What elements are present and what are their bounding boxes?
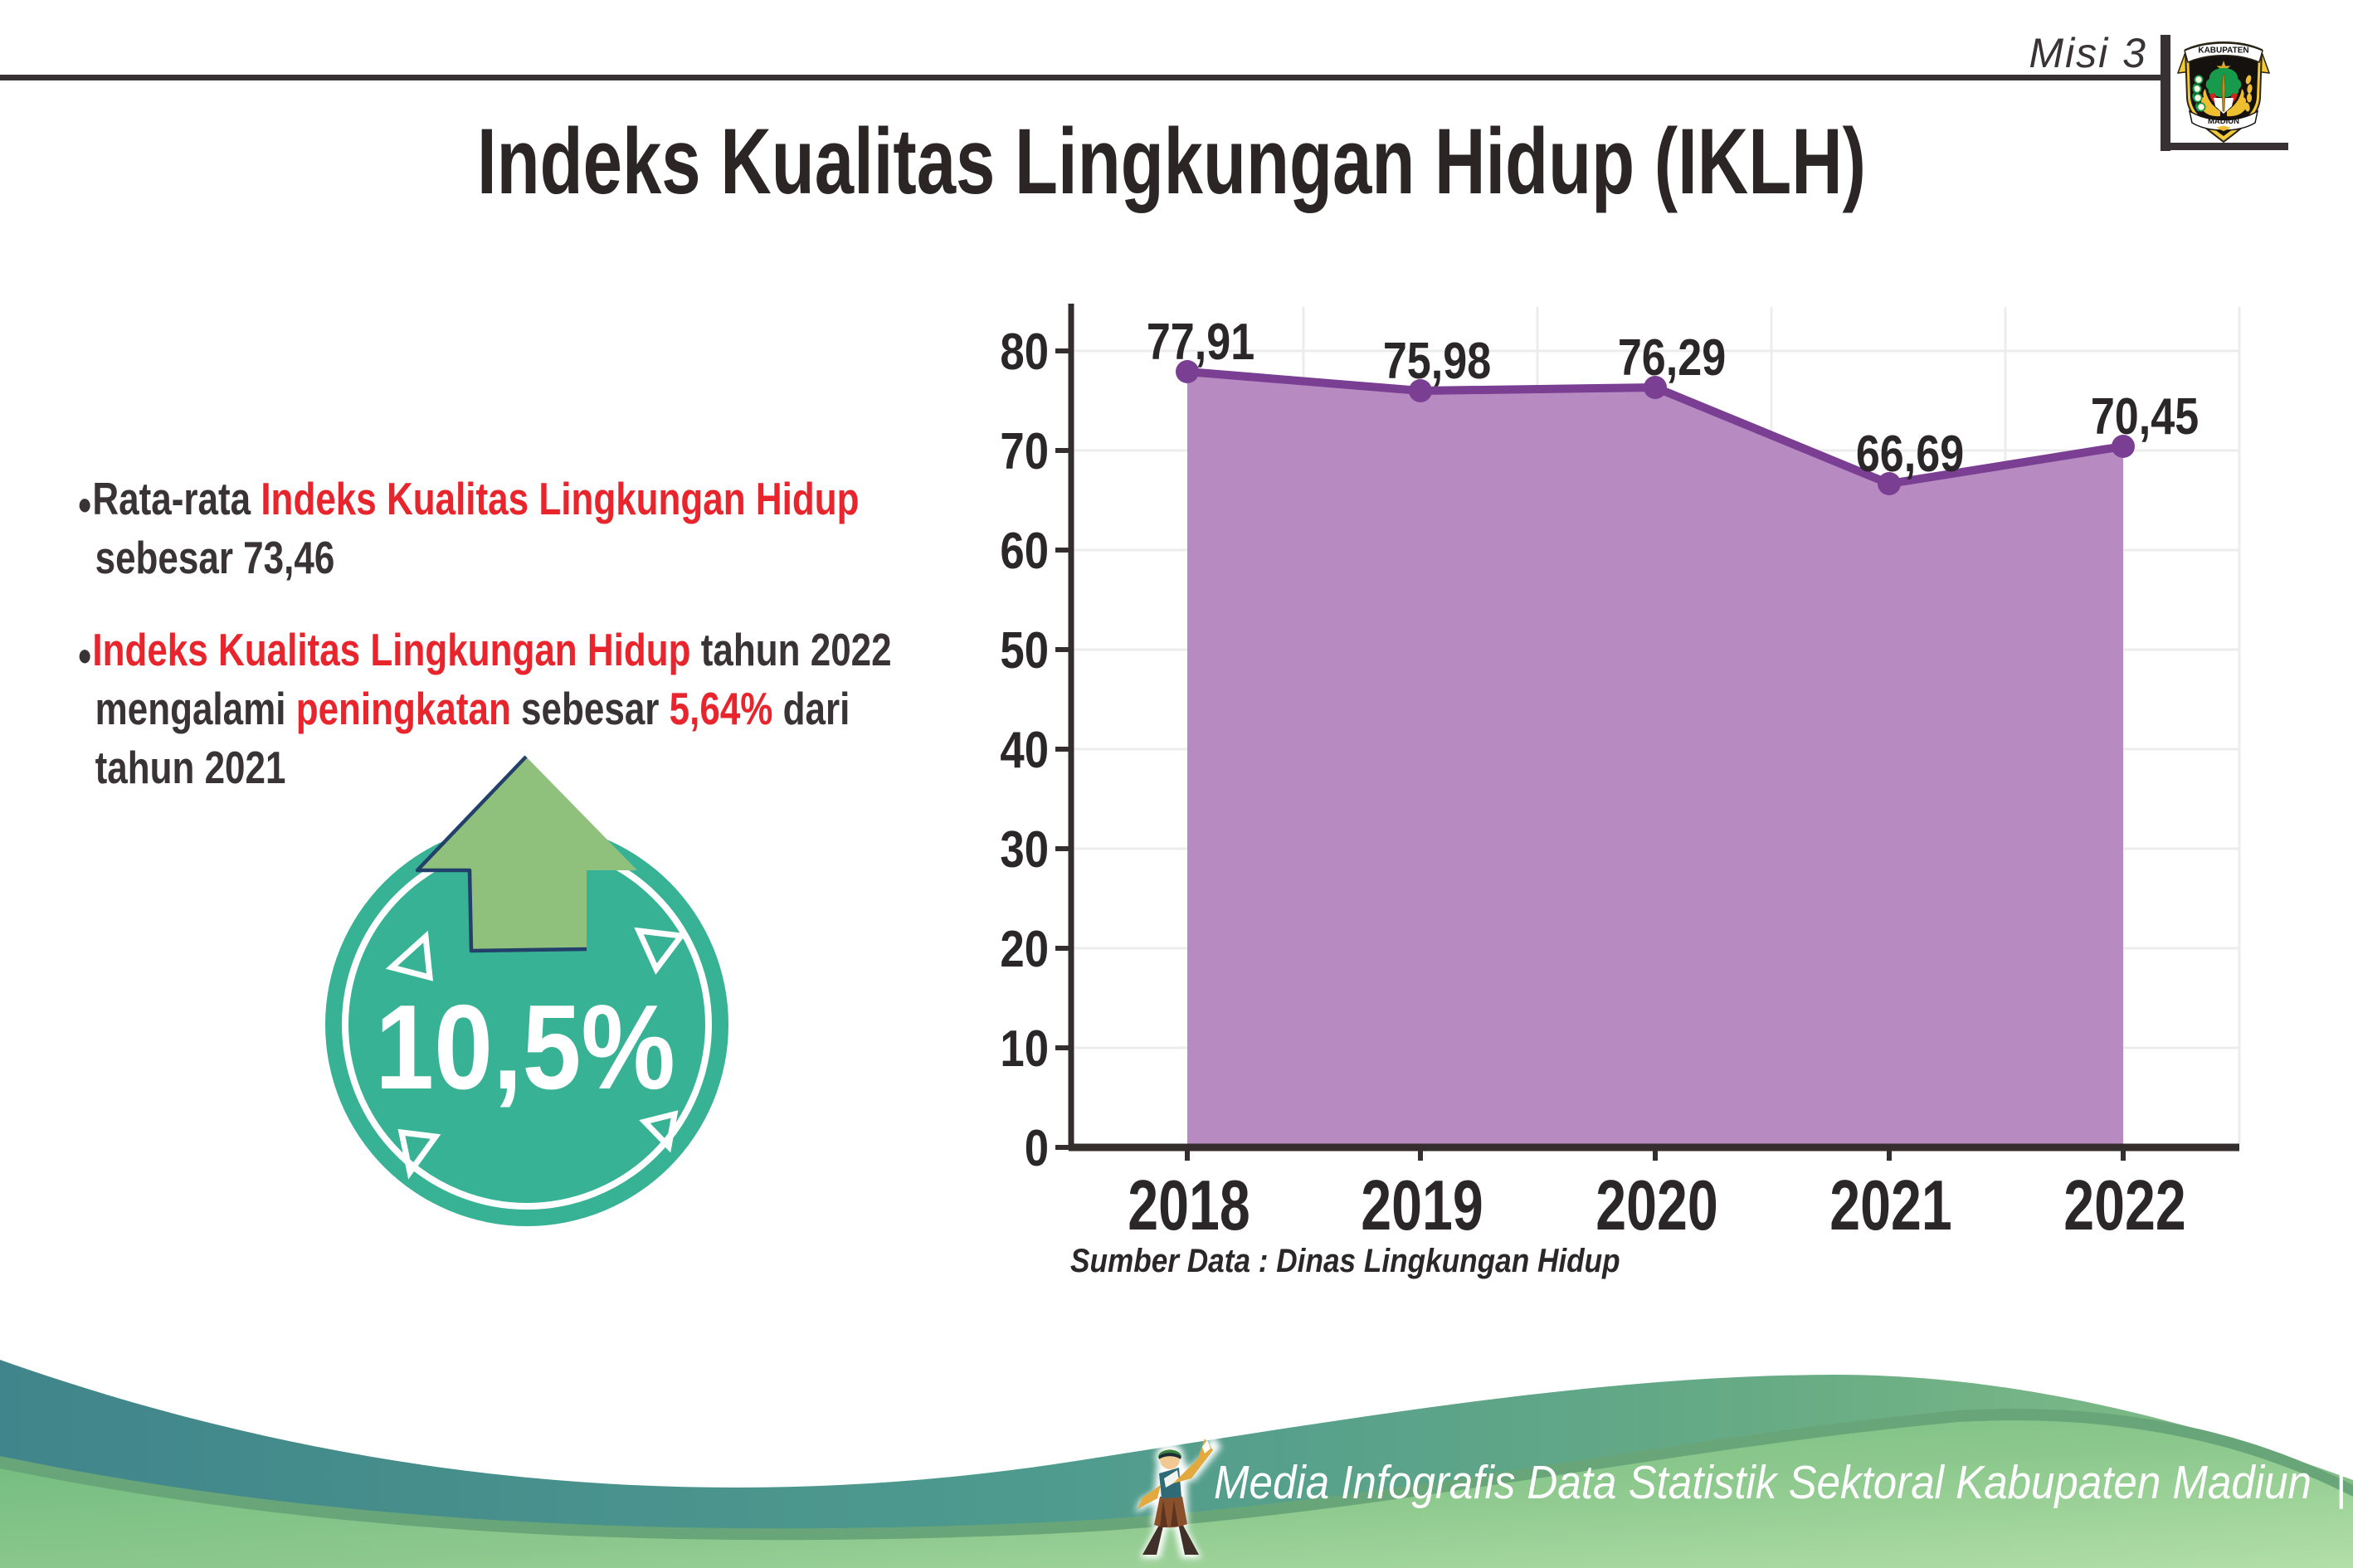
svg-text:Sumber Data : Dinas Lingkungan: Sumber Data : Dinas Lingkungan Hidup xyxy=(1070,1242,1620,1279)
svg-text:30: 30 xyxy=(1000,821,1049,879)
svg-text:80: 80 xyxy=(1000,324,1049,381)
svg-text:60: 60 xyxy=(1000,523,1049,580)
svg-text:20: 20 xyxy=(1000,921,1049,978)
svg-text:2018: 2018 xyxy=(1128,1166,1250,1245)
svg-text:2020: 2020 xyxy=(1595,1166,1717,1245)
svg-text:70,45: 70,45 xyxy=(2091,388,2199,446)
svg-text:76,29: 76,29 xyxy=(1618,329,1726,387)
svg-text:KABUPATEN: KABUPATEN xyxy=(2198,46,2248,56)
svg-text:70: 70 xyxy=(1000,423,1049,480)
svg-text:MADIUN: MADIUN xyxy=(2208,117,2239,126)
svg-text:10: 10 xyxy=(1000,1020,1049,1078)
svg-text:0: 0 xyxy=(1025,1120,1049,1177)
svg-text:2019: 2019 xyxy=(1361,1166,1483,1245)
svg-text:66,69: 66,69 xyxy=(1856,426,1964,483)
svg-text:40: 40 xyxy=(1000,722,1049,779)
svg-text:75,98: 75,98 xyxy=(1383,333,1491,390)
svg-text:77,91: 77,91 xyxy=(1147,314,1254,371)
svg-text:50: 50 xyxy=(1000,622,1049,679)
svg-text:10,5%: 10,5% xyxy=(375,979,675,1113)
svg-text:2022: 2022 xyxy=(2063,1166,2185,1245)
svg-text:2021: 2021 xyxy=(1829,1166,1951,1245)
